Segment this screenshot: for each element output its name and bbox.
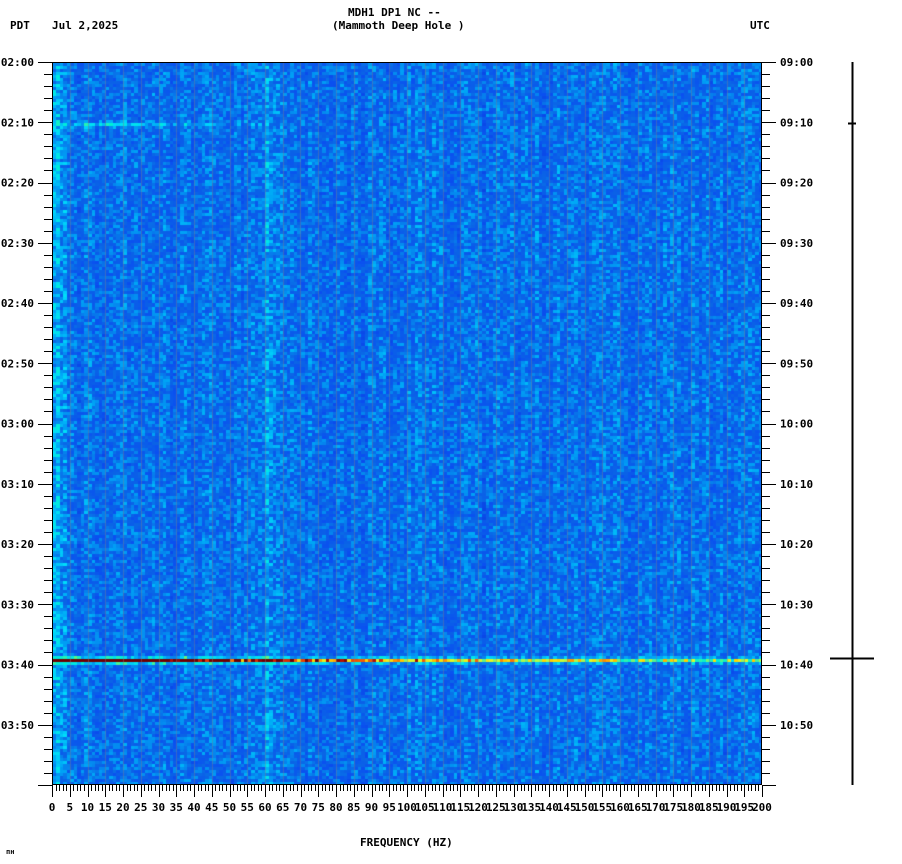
station-title-line1: MDH1 DP1 NC -- — [348, 6, 441, 19]
frequency-axis-tick-label: 60 — [258, 801, 271, 814]
left-axis-tick-label: 03:00 — [1, 418, 34, 431]
frequency-axis-tick-label: 85 — [347, 801, 360, 814]
left-axis-tick-label: 02:10 — [1, 116, 34, 129]
right-axis-tick-label: 09:10 — [780, 116, 813, 129]
right-axis-tick-label: 10:00 — [780, 418, 813, 431]
right-axis-tick-label: 09:00 — [780, 56, 813, 69]
header: PDT Jul 2,2025 MDH1 DP1 NC -- (Mammoth D… — [0, 0, 902, 56]
frequency-axis-tick-label: 180 — [681, 801, 701, 814]
right-axis-tick-label: 09:40 — [780, 297, 813, 310]
frequency-axis-tick-label: 95 — [383, 801, 396, 814]
frequency-axis-tick-label: 0 — [49, 801, 56, 814]
left-axis-tick-label: 02:20 — [1, 177, 34, 190]
right-axis-tick-label: 09:30 — [780, 237, 813, 250]
frequency-axis-tick-label: 195 — [734, 801, 754, 814]
left-axis-tick-label: 03:30 — [1, 598, 34, 611]
station-title-line2: (Mammoth Deep Hole ) — [332, 19, 465, 32]
frequency-axis-tick-label: 140 — [539, 801, 559, 814]
left-axis-tick-label: 03:10 — [1, 478, 34, 491]
left-axis-tick-label: 03:50 — [1, 719, 34, 732]
corner-mark: пн — [6, 848, 15, 856]
frequency-axis-tick-label: 175 — [663, 801, 683, 814]
frequency-axis-tick-label: 15 — [99, 801, 112, 814]
frequency-axis-tick-label: 100 — [397, 801, 417, 814]
frequency-axis-tick-label: 50 — [223, 801, 236, 814]
frequency-axis-tick-label: 45 — [205, 801, 218, 814]
frequency-axis-tick-label: 35 — [170, 801, 183, 814]
frequency-axis-tick-label: 130 — [504, 801, 524, 814]
date-label: Jul 2,2025 — [52, 19, 119, 32]
right-axis-tick-label: 10:30 — [780, 598, 813, 611]
frequency-axis-tick-label: 190 — [717, 801, 737, 814]
left-axis-tick-label: 03:40 — [1, 659, 34, 672]
frequency-axis-tick-label: 160 — [610, 801, 630, 814]
frequency-axis-tick-label: 120 — [468, 801, 488, 814]
spectrogram-plot-area — [52, 62, 762, 785]
right-axis-tick-label: 09:50 — [780, 357, 813, 370]
frequency-axis-tick-label: 115 — [450, 801, 470, 814]
left-axis-tick-label: 02:40 — [1, 297, 34, 310]
frequency-axis-tick-label: 200 — [752, 801, 772, 814]
frequency-axis-tick-label: 30 — [152, 801, 165, 814]
frequency-axis-tick-label: 25 — [134, 801, 147, 814]
spectrogram-canvas — [52, 62, 762, 785]
right-axis-tick-label: 09:20 — [780, 177, 813, 190]
frequency-axis-tick-label: 40 — [187, 801, 200, 814]
frequency-axis-tick-label: 75 — [312, 801, 325, 814]
frequency-axis-tick-label: 80 — [329, 801, 342, 814]
frequency-axis-tick-label: 165 — [628, 801, 648, 814]
frequency-axis-tick-label: 145 — [557, 801, 577, 814]
right-axis-tick-label: 10:20 — [780, 538, 813, 551]
frequency-axis-tick-label: 65 — [276, 801, 289, 814]
event-marker-scale — [830, 62, 874, 785]
right-axis-tick-label: 10:40 — [780, 659, 813, 672]
frequency-axis-tick-label: 90 — [365, 801, 378, 814]
frequency-axis-tick-label: 185 — [699, 801, 719, 814]
frequency-axis-tick-label: 110 — [433, 801, 453, 814]
frequency-axis-tick-label: 5 — [66, 801, 73, 814]
right-axis-tick-label: 10:10 — [780, 478, 813, 491]
right-axis-tick-label: 10:50 — [780, 719, 813, 732]
frequency-axis-tick-label: 155 — [592, 801, 612, 814]
left-axis-tick-label: 02:00 — [1, 56, 34, 69]
left-axis-tick-label: 02:30 — [1, 237, 34, 250]
frequency-axis-tick-label: 70 — [294, 801, 307, 814]
left-axis-tick-label: 02:50 — [1, 357, 34, 370]
frequency-axis-tick-label: 170 — [646, 801, 666, 814]
frequency-axis-tick-label: 20 — [116, 801, 129, 814]
frequency-axis-tick-label: 135 — [521, 801, 541, 814]
frequency-axis-tick-label: 150 — [575, 801, 595, 814]
frequency-axis-tick-label: 10 — [81, 801, 94, 814]
timezone-right-label: UTC — [750, 19, 770, 32]
timezone-left-label: PDT — [10, 19, 30, 32]
frequency-axis-tick-label: 55 — [241, 801, 254, 814]
left-axis-tick-label: 03:20 — [1, 538, 34, 551]
frequency-axis-tick-label: 105 — [415, 801, 435, 814]
frequency-axis-tick-label: 125 — [486, 801, 506, 814]
frequency-axis-title: FREQUENCY (HZ) — [360, 836, 453, 849]
